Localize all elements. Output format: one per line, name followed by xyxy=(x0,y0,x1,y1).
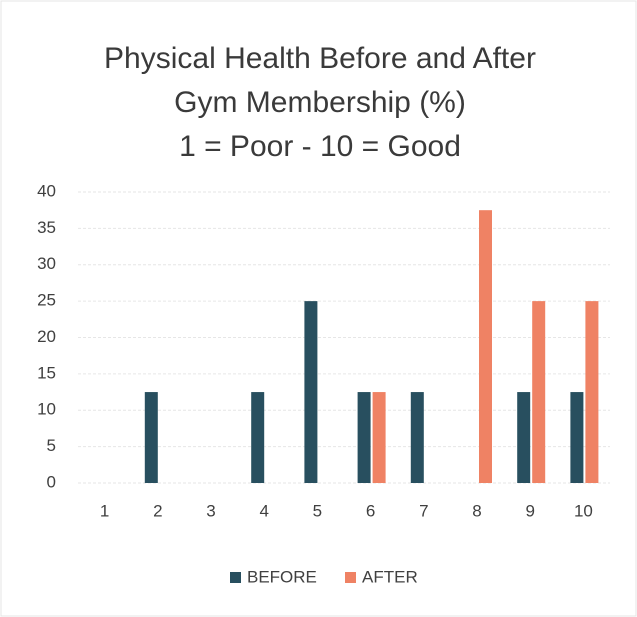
y-tick-label: 25 xyxy=(37,291,56,310)
chart-title: Gym Membership (%) xyxy=(174,86,466,119)
x-tick-label: 3 xyxy=(206,501,215,520)
y-tick-label: 0 xyxy=(47,472,56,491)
x-tick-label: 2 xyxy=(153,501,162,520)
y-tick-label: 5 xyxy=(47,436,56,455)
bar xyxy=(532,301,546,483)
chart-title: 1 = Poor - 10 = Good xyxy=(179,130,461,163)
bar xyxy=(372,392,386,483)
bar xyxy=(479,210,492,483)
bar xyxy=(304,301,318,483)
y-tick-label: 35 xyxy=(37,218,56,237)
bar xyxy=(517,392,531,483)
legend-swatch xyxy=(230,572,241,583)
bar xyxy=(585,301,599,483)
chart-title: Physical Health Before and After xyxy=(104,42,536,75)
x-tick-label: 1 xyxy=(100,501,109,520)
bar xyxy=(251,392,265,483)
bar xyxy=(357,392,371,483)
y-tick-label: 15 xyxy=(37,363,56,382)
legend-label: BEFORE xyxy=(247,567,317,586)
x-tick-label: 9 xyxy=(525,501,534,520)
x-tick-label: 8 xyxy=(472,501,481,520)
x-tick-label: 7 xyxy=(419,501,428,520)
x-tick-label: 6 xyxy=(366,501,375,520)
x-tick-label: 5 xyxy=(313,501,322,520)
y-tick-label: 10 xyxy=(37,400,56,419)
bar xyxy=(410,392,424,483)
y-tick-label: 40 xyxy=(37,181,56,200)
legend-swatch xyxy=(345,572,356,583)
legend-label: AFTER xyxy=(362,567,418,586)
bar xyxy=(570,392,584,483)
y-tick-label: 30 xyxy=(37,254,56,273)
bar xyxy=(144,392,158,483)
x-tick-label: 4 xyxy=(259,501,268,520)
y-tick-label: 20 xyxy=(37,327,56,346)
x-tick-label: 10 xyxy=(574,501,593,520)
